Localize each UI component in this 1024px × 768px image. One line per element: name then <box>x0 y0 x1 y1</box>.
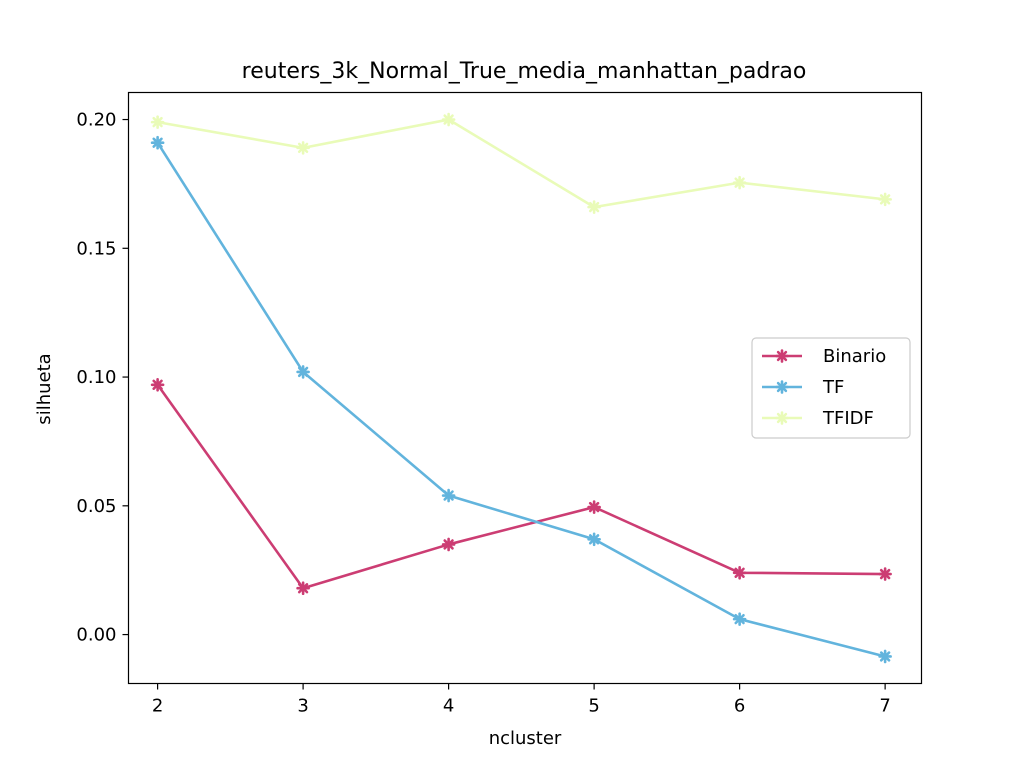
x-tick-label: 2 <box>152 696 163 717</box>
x-axis-label: ncluster <box>489 728 562 749</box>
data-point-tfidf <box>150 115 165 129</box>
data-point-binario <box>296 581 310 596</box>
plot-area <box>150 112 892 664</box>
y-tick-label: 0.10 <box>76 367 116 388</box>
y-tick-label: 0.00 <box>76 625 116 646</box>
legend-marker <box>775 411 789 425</box>
y-axis-label: silhueta <box>34 353 55 424</box>
y-axis: 0.00 0.05 0.10 0.15 0.20 <box>76 110 129 646</box>
series-line-tfidf <box>157 118 886 209</box>
data-point-binario <box>441 537 456 552</box>
legend-entry-tf: TF <box>762 377 844 398</box>
data-point-tfidf <box>441 112 456 127</box>
y-tick-label: 0.05 <box>76 496 116 517</box>
data-point-binario <box>878 567 892 581</box>
axes-frame <box>127 91 923 685</box>
legend: Binario TF TFIDF <box>751 337 911 439</box>
data-point-tf <box>441 488 456 503</box>
legend-label: TF <box>822 377 844 398</box>
chart-title: reuters_3k_Normal_True_media_manhattan_p… <box>242 59 807 84</box>
series-line-binario <box>156 384 886 590</box>
data-point-binario <box>150 377 165 392</box>
legend-entry-tfidf: TFIDF <box>762 408 874 429</box>
series-binario <box>150 377 892 596</box>
series-tfidf <box>150 112 892 214</box>
x-tick-label: 5 <box>588 696 599 717</box>
y-tick-label: 0.15 <box>76 238 116 259</box>
x-tick-label: 3 <box>297 696 308 717</box>
data-point-tf <box>878 649 892 664</box>
y-tick-label: 0.20 <box>76 110 116 131</box>
data-point-tfidf <box>587 200 601 214</box>
data-point-tf <box>732 612 747 626</box>
x-axis: 2 3 4 5 6 7 <box>152 683 891 717</box>
legend-marker <box>775 380 789 394</box>
data-point-binario <box>732 565 747 580</box>
legend-label: TFIDF <box>822 408 874 429</box>
data-point-tf <box>587 532 601 547</box>
legend-label: Binario <box>823 346 886 367</box>
legend-marker <box>775 349 789 363</box>
legend-entry-binario: Binario <box>762 346 886 367</box>
x-tick-label: 4 <box>443 696 454 717</box>
x-tick-label: 7 <box>879 696 890 717</box>
series-tf <box>150 135 892 664</box>
x-tick-label: 6 <box>734 696 745 717</box>
data-point-tf <box>296 365 310 379</box>
data-point-tf <box>150 135 165 150</box>
data-point-binario <box>587 500 601 514</box>
data-point-tfidf <box>296 141 310 155</box>
data-point-tfidf <box>732 175 747 190</box>
data-point-tfidf <box>878 192 892 207</box>
legend-box <box>751 337 911 439</box>
series-line-tf <box>156 142 886 658</box>
